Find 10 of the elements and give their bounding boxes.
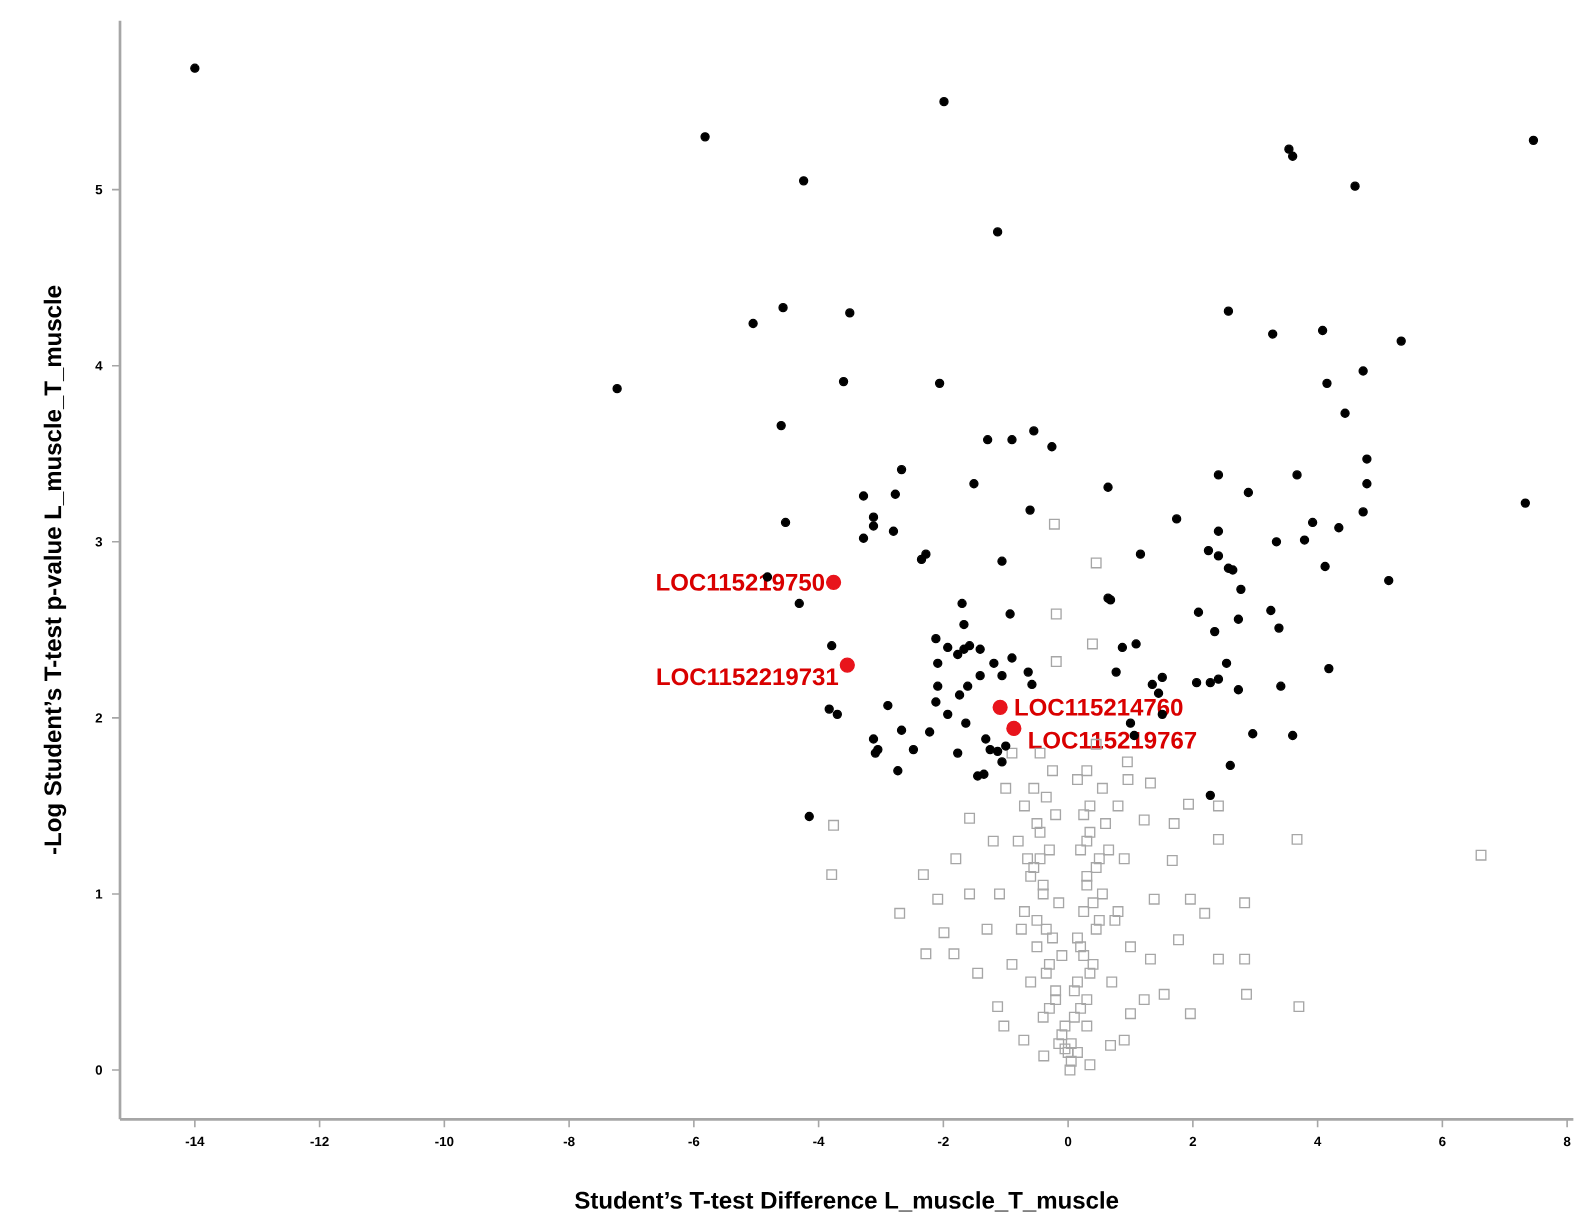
point <box>839 657 855 673</box>
y-axis-title: -Log Student’s T-test p-value L_muscle_T_muscle <box>43 285 67 855</box>
x-axis-title: Student’s T-test Difference L_muscle_T_muscle <box>575 1191 1119 1212</box>
point <box>1006 720 1022 737</box>
annotation: LOC1152219731 <box>657 668 839 686</box>
annotation: LOC115219767 <box>1029 731 1197 749</box>
annotation: LOC115214760 <box>1015 698 1183 716</box>
point <box>992 699 1008 715</box>
annotation: LOC115219750 <box>657 573 825 591</box>
point <box>825 574 842 590</box>
